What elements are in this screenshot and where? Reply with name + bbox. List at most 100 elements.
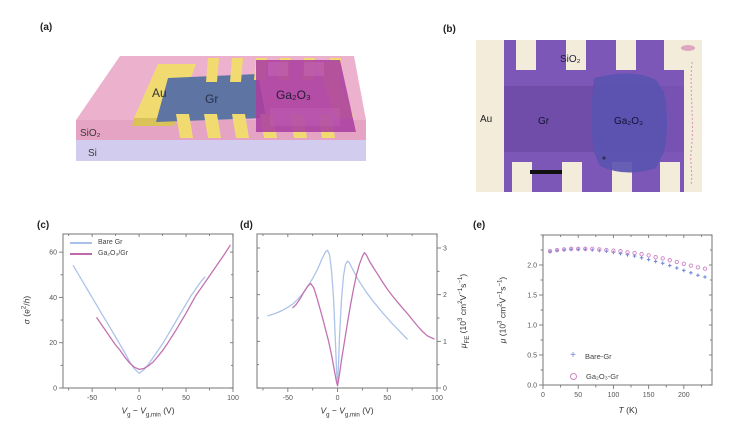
x-tick-label: 0 <box>137 395 141 402</box>
ga2o3-highlight <box>304 62 324 76</box>
label-si: Si <box>88 148 97 159</box>
scale-bar <box>530 170 562 174</box>
c-y-axis-label: σ (e2/h) <box>20 295 32 325</box>
c-x-axis-label: Vg − Vg,min (V) <box>121 405 175 419</box>
ink-smudge <box>681 45 695 51</box>
data-point <box>667 263 672 268</box>
series-ga-o-gr <box>96 244 231 371</box>
plus-marker-icon: + <box>570 350 576 361</box>
x-tick-label: 100 <box>227 395 239 402</box>
circle-marker-icon <box>570 372 577 380</box>
label-sio2: SiO₂ <box>560 54 581 65</box>
data-point <box>674 259 679 265</box>
legend-item: + Bare-Gr <box>567 346 619 366</box>
plot-frame <box>62 233 234 389</box>
panel-b-label: (b) <box>443 24 456 35</box>
e-x-axis-label: T (K) <box>618 405 638 415</box>
graphene-region <box>504 86 600 152</box>
label-gr: Gr <box>205 92 218 106</box>
data-curve <box>72 265 206 374</box>
data-curve <box>292 252 435 387</box>
label-sio2: SiO₂ <box>80 128 101 139</box>
x-tick-label: 150 <box>643 392 655 399</box>
x-tick-label: -50 <box>283 395 293 402</box>
ga2o3-highlight <box>268 62 288 76</box>
y-tick-label: 2.0 <box>527 263 537 270</box>
y-tick-label: 40 <box>49 295 57 302</box>
y-tick-label: 3 <box>443 246 447 253</box>
x-tick-label: 0 <box>336 395 340 402</box>
series-ga-o-gr <box>292 252 435 387</box>
line-swatch-bare-gr <box>70 241 92 244</box>
data-point <box>639 252 644 257</box>
legend-e: + Bare-Gr Ga₂O₃-Gr <box>567 346 619 386</box>
data-point <box>547 249 553 254</box>
device-schematic: Au Gr Ga₂O₃ SiO₂ Si <box>76 56 366 161</box>
label-ga2o3: Ga₂O₃ <box>614 116 643 127</box>
contact-gap <box>616 40 636 70</box>
legend-item: Bare Gr <box>70 237 128 248</box>
y-tick-label: 0 <box>53 386 57 393</box>
x-tick-label: 50 <box>383 395 391 402</box>
y-tick-label: 0.0 <box>527 383 537 390</box>
data-point <box>611 248 616 253</box>
data-curve <box>96 244 231 371</box>
data-point <box>597 247 602 252</box>
y-tick-label: 0.5 <box>527 353 537 360</box>
si-substrate <box>76 140 366 161</box>
data-point <box>646 253 651 258</box>
y-tick-label: 20 <box>49 340 57 347</box>
legend-item: Ga₂O₃/Gr <box>70 248 128 259</box>
x-tick-label: 0 <box>541 392 545 399</box>
data-point <box>569 246 574 251</box>
line-swatch-ga2o3-gr <box>70 252 92 255</box>
data-point <box>695 265 701 270</box>
data-point <box>674 266 679 270</box>
electrode-finger <box>230 58 243 82</box>
panel-c-label: (c) <box>37 220 50 231</box>
y-tick-label: 1.5 <box>527 293 537 300</box>
panel-e-label: (e) <box>473 220 486 231</box>
label-ga2o3: Ga₂O₃ <box>276 88 311 102</box>
x-tick-label: 200 <box>678 392 690 399</box>
legend-label: Ga₂O₃/Gr <box>98 250 129 257</box>
electrode-finger <box>232 114 249 138</box>
d-x-axis-label: Vg − Vg,min (V) <box>320 405 374 419</box>
ga2o3-slab <box>256 60 356 132</box>
y-tick-label: 60 <box>49 250 57 257</box>
label-gr: Gr <box>538 116 550 127</box>
panel-d-label: (d) <box>240 220 253 231</box>
data-point <box>618 251 623 256</box>
plot-e: 0 50 100 150 200 0.0 0.5 1.0 1.5 2.0 <box>527 234 713 399</box>
legend-c: Bare Gr Ga₂O₃/Gr <box>70 237 128 259</box>
contact-gap <box>664 40 684 70</box>
data-point <box>583 246 588 251</box>
e-y-axis-label: μ (103 cm2V−1s−1) <box>496 276 508 344</box>
legend-label: Ga₂O₃-Gr <box>586 371 619 381</box>
speck <box>602 156 606 160</box>
data-point <box>703 275 707 279</box>
data-point <box>590 246 595 251</box>
data-point <box>653 259 658 264</box>
x-tick-label: 100 <box>431 395 443 402</box>
x-tick-label: 50 <box>182 395 190 402</box>
contact-gap <box>660 162 680 192</box>
series-bare-gr <box>72 265 206 374</box>
plot-frame <box>256 233 438 389</box>
data-point <box>639 256 644 260</box>
y-tick-label: 0 <box>443 386 447 393</box>
data-point <box>625 253 630 257</box>
plot-c: -50 0 50 100 0 20 40 60 <box>49 233 239 402</box>
label-au: Au <box>152 86 167 100</box>
legend-label: Bare Gr <box>98 239 123 246</box>
contact-gap <box>516 40 536 70</box>
data-point <box>632 250 637 256</box>
contact-gap <box>566 40 586 70</box>
ga2o3-highlight <box>270 108 340 126</box>
data-point <box>646 257 651 262</box>
plot-frame <box>542 234 713 386</box>
data-point <box>660 261 665 265</box>
y-tick-label: 1 <box>443 339 447 346</box>
